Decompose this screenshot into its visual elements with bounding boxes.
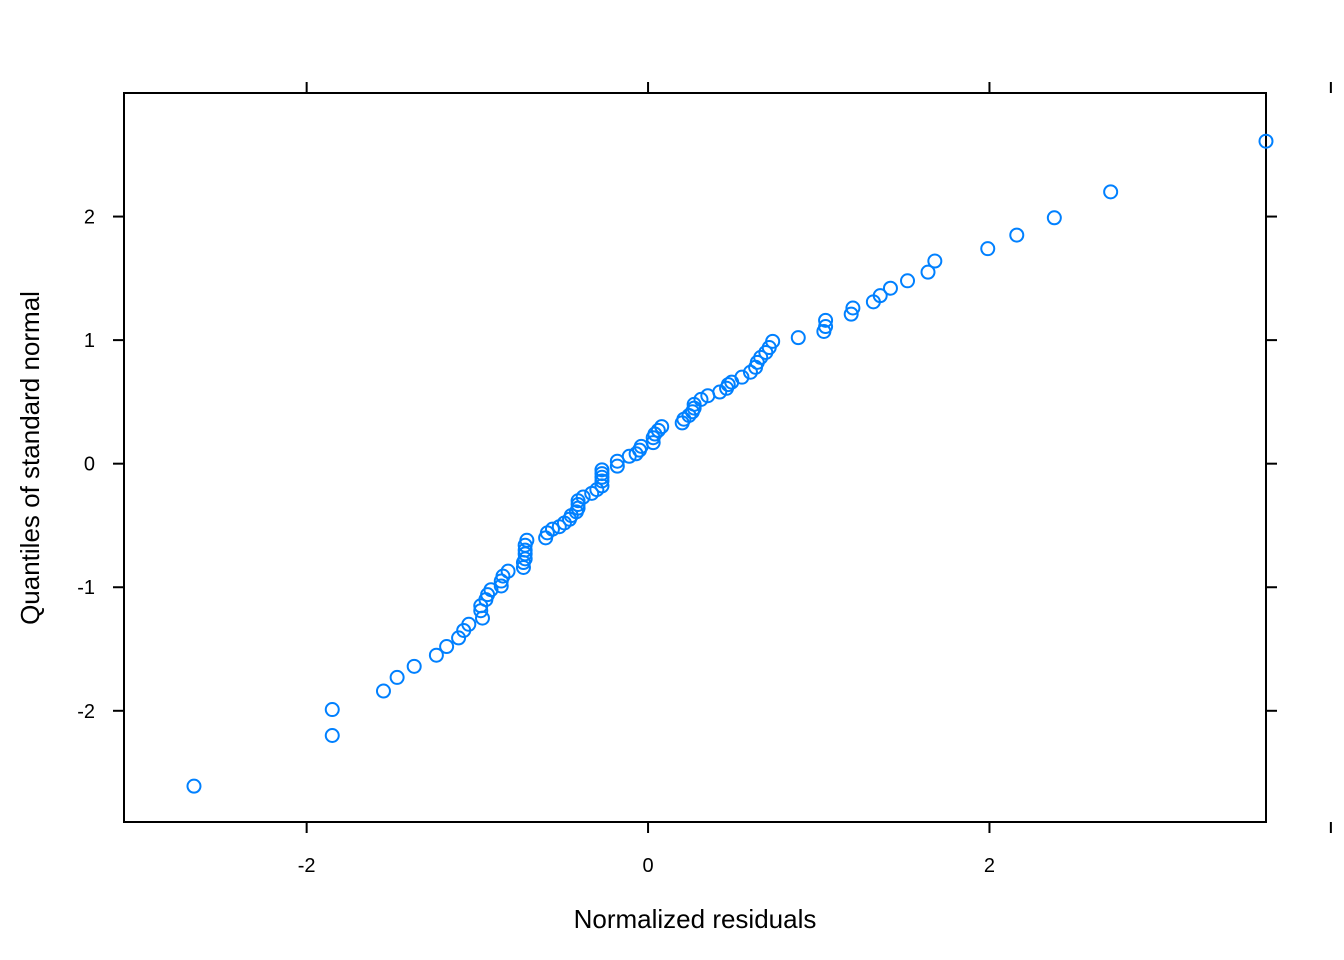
data-point <box>872 288 888 304</box>
data-point <box>927 253 943 269</box>
data-points <box>186 133 1274 794</box>
data-point <box>1046 210 1062 226</box>
data-point <box>818 312 834 328</box>
y-tick-label: -2 <box>77 701 95 723</box>
data-point <box>920 264 936 280</box>
data-point <box>575 489 591 505</box>
data-point <box>1009 227 1025 243</box>
data-point <box>882 280 898 296</box>
data-point <box>790 330 806 346</box>
data-point <box>742 364 758 380</box>
plot-frame <box>123 92 1267 823</box>
data-point <box>519 532 535 548</box>
data-point <box>720 377 736 393</box>
data-point <box>375 683 391 699</box>
data-point <box>650 422 666 438</box>
data-point <box>495 568 511 584</box>
data-point <box>645 435 661 451</box>
data-point <box>753 349 769 365</box>
data-point <box>483 582 499 598</box>
x-tick-label: -2 <box>298 855 316 877</box>
data-point <box>980 241 996 257</box>
data-point <box>818 319 834 335</box>
data-point <box>493 578 509 594</box>
data-point <box>654 419 670 435</box>
data-point <box>594 462 610 478</box>
x-tick-label: 0 <box>642 855 653 877</box>
data-point <box>461 616 477 632</box>
y-axis: -2 -1 0 1 2 <box>77 207 1277 723</box>
y-axis-title: Quantiles of standard normal <box>15 291 45 625</box>
y-tick-label: 1 <box>84 330 95 352</box>
x-axis-title: Normalized residuals <box>574 904 817 934</box>
data-point <box>406 658 422 674</box>
data-point <box>186 778 202 794</box>
data-point <box>439 639 455 655</box>
data-point <box>628 446 644 462</box>
x-tick-label: 2 <box>984 855 995 877</box>
data-point <box>324 702 340 718</box>
y-tick-label: 2 <box>84 207 95 229</box>
data-point <box>324 728 340 744</box>
data-point <box>843 306 859 322</box>
data-point <box>428 647 444 663</box>
data-point <box>544 521 560 537</box>
data-point <box>451 630 467 646</box>
data-point <box>734 369 750 385</box>
y-tick-label: -1 <box>77 577 95 599</box>
data-point <box>765 333 781 349</box>
data-point <box>900 273 916 289</box>
data-point <box>1103 184 1119 200</box>
y-tick-label: 0 <box>84 454 95 476</box>
data-point <box>389 669 405 685</box>
data-point <box>845 300 861 316</box>
x-axis: -2 0 2 <box>298 82 1332 877</box>
data-point <box>517 542 533 558</box>
data-point <box>1258 133 1274 149</box>
data-point <box>500 563 516 579</box>
data-point <box>609 458 625 474</box>
